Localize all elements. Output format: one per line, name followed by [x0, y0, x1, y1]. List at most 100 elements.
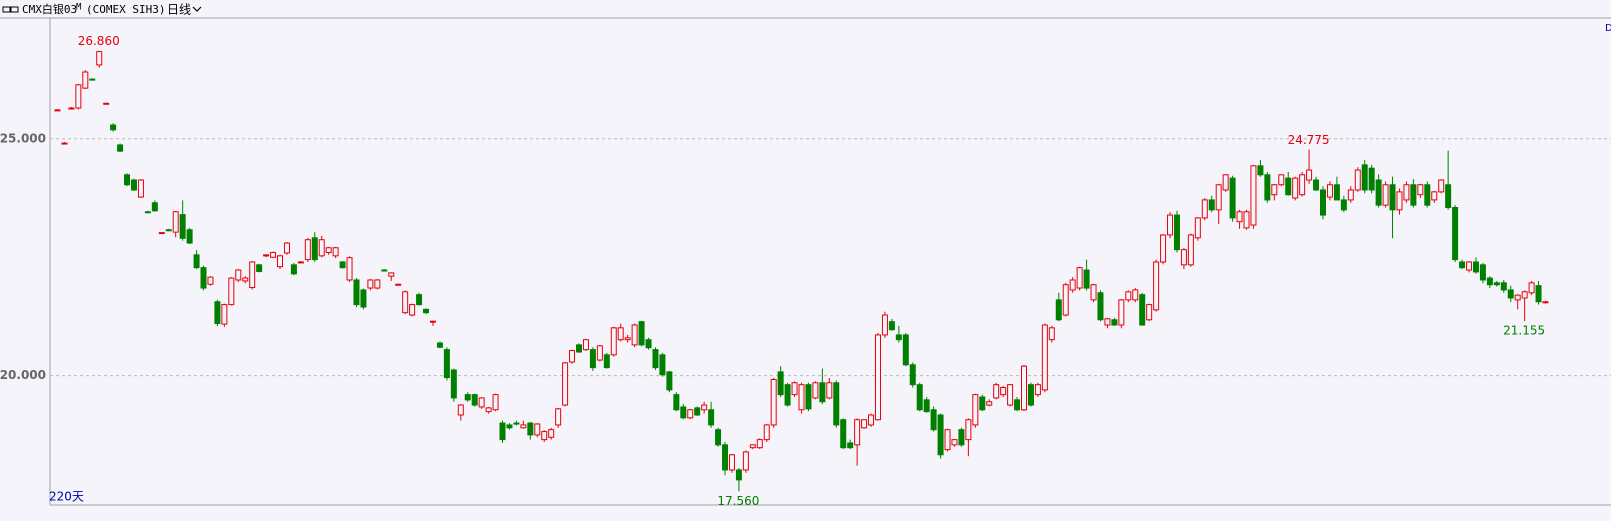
candle-body	[290, 264, 297, 275]
candle-body	[1438, 179, 1445, 193]
candle-body	[555, 408, 562, 426]
candle-body	[499, 422, 506, 441]
candle-body	[673, 394, 680, 411]
candle-body	[1173, 214, 1180, 251]
candle-body	[96, 51, 103, 66]
candle-body	[409, 304, 416, 316]
candle-body	[902, 334, 909, 366]
candle-body	[1459, 261, 1466, 269]
y-tick-label: 20.000	[0, 368, 46, 382]
candle-body	[868, 414, 875, 426]
candle-body	[888, 321, 895, 331]
candle-body	[881, 314, 888, 336]
candle-body	[1403, 184, 1410, 201]
candle-body	[1326, 184, 1333, 198]
candle-body	[534, 423, 541, 436]
candle-body	[1139, 294, 1146, 326]
period[interactable]: 日线	[167, 3, 191, 17]
candle-body	[1021, 365, 1028, 411]
candle-body	[124, 174, 131, 186]
candle-body	[54, 109, 61, 112]
candle-body	[144, 211, 151, 214]
candle-body	[423, 308, 430, 314]
candle-body	[172, 211, 179, 233]
candle-body	[589, 349, 596, 369]
candle-body	[443, 349, 450, 379]
candle-body	[61, 142, 68, 145]
candle-body	[1514, 294, 1521, 301]
candle-body	[103, 102, 110, 105]
candle-body	[130, 179, 137, 191]
candle-body	[791, 382, 798, 396]
candle-body	[110, 124, 117, 131]
candle-body	[916, 384, 923, 411]
candle-body	[464, 394, 471, 401]
candle-body	[687, 409, 694, 419]
candle-body	[777, 371, 784, 396]
candle-body	[179, 214, 186, 239]
candle-body	[506, 424, 513, 429]
candle-body	[117, 144, 124, 152]
candle-body	[624, 337, 631, 341]
flag: M	[76, 3, 82, 13]
candle-body	[137, 179, 144, 198]
candle-body	[854, 419, 861, 446]
candle-body	[638, 321, 645, 346]
extreme-label: 17.560	[717, 494, 759, 508]
candle-body	[833, 382, 840, 426]
candle-body	[708, 409, 715, 426]
candle-body	[270, 251, 277, 258]
candle-body	[68, 107, 75, 110]
candle-body	[965, 419, 972, 441]
candle-body	[645, 339, 652, 349]
candle-body	[617, 327, 624, 341]
candle-body	[715, 429, 722, 446]
candle-body	[1125, 291, 1132, 301]
candle-body	[520, 424, 527, 429]
candle-body	[200, 267, 207, 289]
candle-body	[1000, 387, 1007, 396]
candle-body	[1034, 384, 1041, 396]
candle-body	[1396, 191, 1403, 211]
candle-body	[1160, 234, 1167, 263]
candle-body	[923, 399, 930, 413]
candle-body	[436, 342, 443, 348]
candle-body	[485, 407, 492, 413]
candle-body	[1014, 399, 1021, 411]
candle-body	[207, 276, 214, 285]
candle-body	[993, 384, 1000, 399]
candle-body	[1229, 177, 1236, 219]
candle-body	[1500, 282, 1507, 291]
candle-body	[1340, 199, 1347, 211]
candle-body	[89, 78, 96, 81]
header: CMX白银03 M (COMEX SIH3) 日线	[2, 2, 202, 17]
candle-body	[1027, 384, 1034, 406]
span-label: 220天	[49, 490, 84, 504]
icon[interactable]	[2, 6, 11, 13]
candle-body	[367, 279, 374, 289]
candle-body	[826, 382, 833, 399]
candle-body	[1208, 199, 1215, 211]
candle-body	[1271, 184, 1278, 196]
candle-body	[569, 350, 576, 363]
candle-body	[311, 237, 318, 261]
candle-body	[75, 84, 82, 109]
candle-body	[374, 279, 381, 289]
candle-body	[1306, 169, 1313, 181]
candle-body	[1313, 179, 1320, 191]
candle-body	[277, 255, 284, 268]
candle-body	[1132, 289, 1139, 301]
candle-body	[1180, 249, 1187, 266]
candle-body	[1111, 319, 1118, 326]
candle-body	[1445, 184, 1452, 208]
candle-body	[742, 451, 749, 471]
candle-body	[1410, 184, 1417, 206]
candle-body	[1375, 179, 1382, 206]
candle-body	[416, 294, 423, 306]
candle-body	[151, 202, 158, 212]
symbol: CMX白银03	[22, 2, 77, 16]
candle-body	[958, 429, 965, 446]
candle-body	[1347, 189, 1354, 201]
extreme-label: 21.155	[1503, 323, 1545, 337]
candle-body	[972, 394, 979, 426]
